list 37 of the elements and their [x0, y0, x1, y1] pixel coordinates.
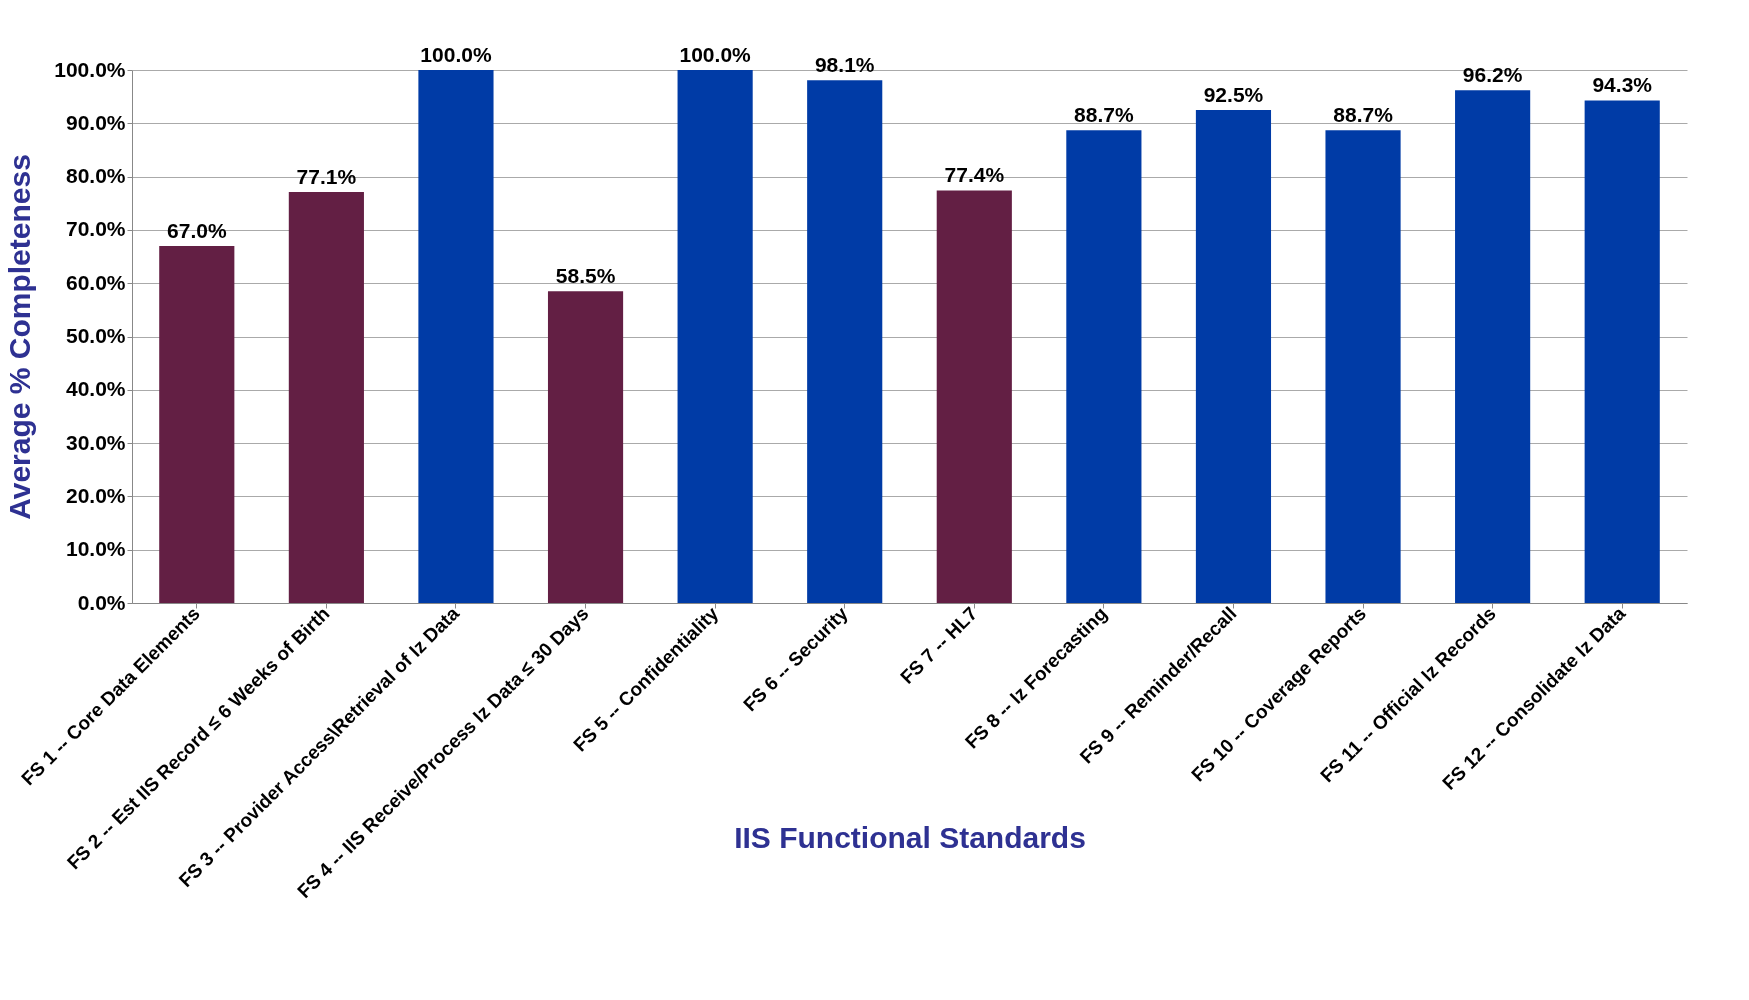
y-axis-title: Average % Completeness — [3, 154, 37, 520]
bar — [418, 70, 494, 603]
y-tick-label: 50.0% — [65, 324, 126, 347]
y-tick-label: 20.0% — [65, 483, 126, 507]
y-tick-label: 60.0% — [65, 270, 126, 294]
y-tick-label: 40.0% — [65, 377, 126, 401]
data-label: 100.0% — [420, 43, 492, 66]
data-label: 100.0% — [679, 43, 752, 66]
data-label: 98.1% — [814, 53, 875, 77]
bar — [1584, 100, 1660, 603]
bar — [1455, 90, 1531, 603]
bar — [1195, 109, 1272, 603]
bar — [677, 70, 753, 603]
bar — [1066, 130, 1142, 603]
bar — [936, 190, 1012, 603]
bar — [1325, 130, 1401, 603]
y-tick-label: 90.0% — [65, 110, 126, 134]
y-tick-label: 100.0% — [54, 57, 126, 81]
bar — [547, 291, 624, 603]
data-label: 58.5% — [555, 264, 616, 288]
bar — [807, 80, 883, 603]
data-label: 92.5% — [1203, 82, 1264, 106]
data-label: 77.1% — [296, 165, 357, 189]
y-tick-label: 10.0% — [65, 537, 126, 561]
x-axis-title: IIS Functional Standards — [734, 820, 1086, 854]
y-tick-label: 0.0% — [77, 590, 126, 614]
data-label: 67.0% — [167, 218, 227, 242]
bar — [288, 192, 364, 603]
data-label: 94.3% — [1592, 73, 1653, 97]
y-tick-label: 30.0% — [65, 430, 126, 454]
y-tick-label: 70.0% — [65, 217, 126, 241]
data-label: 88.7% — [1333, 103, 1394, 127]
data-label: 88.7% — [1074, 103, 1134, 127]
y-tick-label: 80.0% — [65, 164, 126, 188]
data-label: 96.2% — [1462, 63, 1523, 87]
data-label: 77.4% — [944, 163, 1005, 187]
bar — [159, 245, 235, 603]
